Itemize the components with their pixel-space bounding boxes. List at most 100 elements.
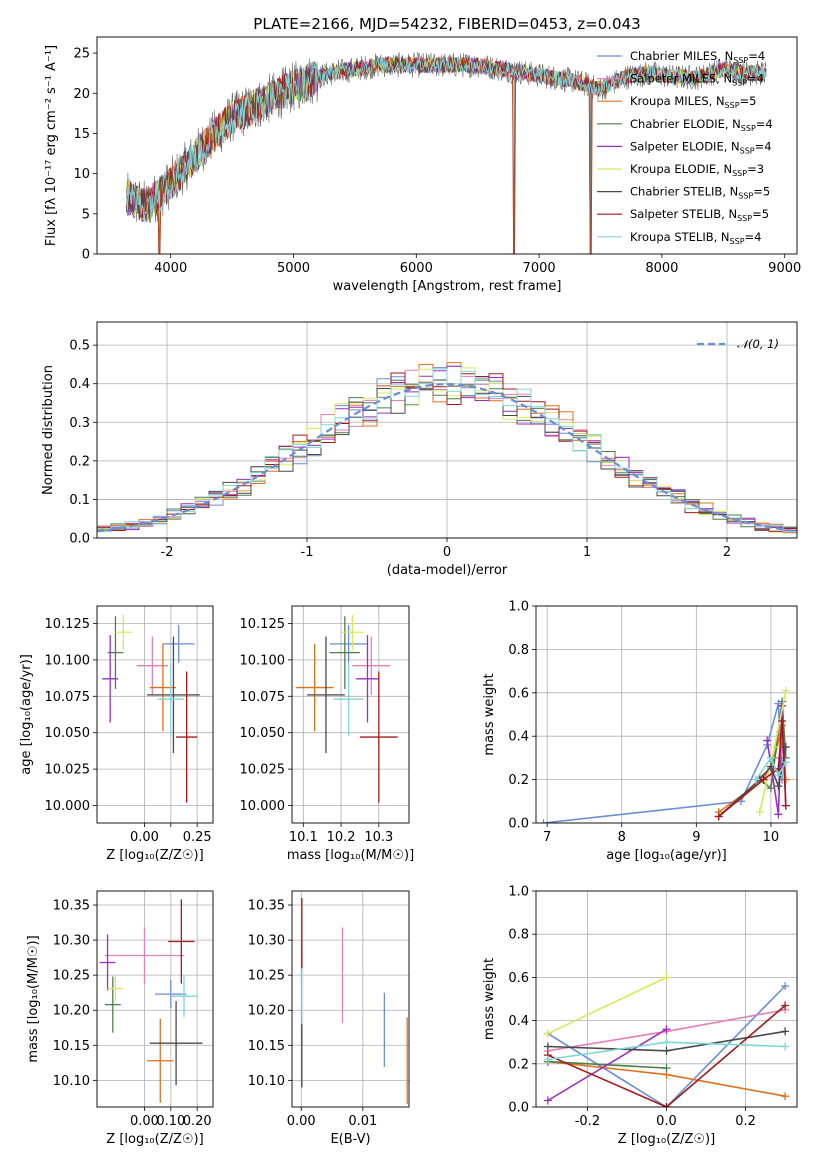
y-tick-label: 5 bbox=[82, 207, 90, 222]
legend-entry: Kroupa ELODIE, NSSP=3 bbox=[630, 162, 764, 178]
weight-line bbox=[547, 1004, 786, 1107]
y-tick-label: 0.6 bbox=[508, 971, 529, 986]
x-tick-label: 8000 bbox=[645, 261, 678, 276]
weight-marker bbox=[662, 1038, 671, 1047]
y-tick-label: 10.20 bbox=[53, 1004, 90, 1019]
spectrum-model-line bbox=[126, 56, 767, 254]
weight-marker bbox=[781, 686, 790, 695]
x-tick-label: 10 bbox=[763, 830, 780, 845]
weight-marker bbox=[751, 775, 760, 784]
weight-marker bbox=[778, 717, 787, 726]
y-tick-label: 10.30 bbox=[248, 934, 285, 949]
x-tick-label: 0.20 bbox=[183, 1114, 212, 1129]
x-axis-label: Z [log₁₀(Z/Z☉)] bbox=[618, 1132, 715, 1147]
y-tick-label: 25 bbox=[73, 47, 90, 62]
x-tick-label: 4000 bbox=[154, 261, 187, 276]
y-tick-label: 10.050 bbox=[240, 726, 286, 741]
y-tick-label: 0.2 bbox=[69, 454, 90, 469]
weight-marker bbox=[543, 1029, 552, 1038]
y-tick-label: 15 bbox=[73, 127, 90, 142]
axes-age-vs-Z: 0.00 0.25 10.000 10.025 10.050 10.075 10.100 10… bbox=[19, 605, 214, 863]
y-axis-label: age [log₁₀(age/yr)] bbox=[19, 654, 34, 775]
y-tick-label: 0.5 bbox=[69, 339, 90, 354]
legend-entry: Salpeter MILES, NSSP=4 bbox=[630, 72, 764, 88]
x-tick-label: 1 bbox=[583, 545, 591, 560]
weight-marker bbox=[755, 808, 764, 817]
y-tick-label: 0.2 bbox=[508, 1057, 529, 1072]
x-tick-label: -1 bbox=[301, 545, 314, 560]
weight-marker bbox=[539, 819, 548, 823]
weight-line bbox=[547, 1028, 667, 1102]
y-tick-label: 10.20 bbox=[248, 1004, 285, 1019]
x-tick-label: 0.00 bbox=[287, 1114, 316, 1129]
weight-marker bbox=[781, 982, 790, 991]
x-tick-label: 10.1 bbox=[289, 830, 318, 845]
y-tick-label: 0.4 bbox=[508, 730, 529, 745]
weight-line bbox=[759, 701, 787, 790]
y-tick-label: 0.8 bbox=[508, 928, 529, 943]
y-tick-label: 10.15 bbox=[53, 1039, 90, 1054]
y-tick-label: 10.10 bbox=[53, 1074, 90, 1089]
x-axis-label: age [log₁₀(age/yr)] bbox=[606, 848, 727, 863]
y-tick-label: 10.15 bbox=[248, 1039, 285, 1054]
axes-frame bbox=[291, 890, 410, 1108]
legend-entry: Kroupa MILES, NSSP=5 bbox=[630, 94, 756, 110]
y-tick-label: 1.0 bbox=[508, 600, 529, 615]
weight-marker bbox=[781, 775, 790, 784]
y-axis-label: mass weight bbox=[482, 673, 497, 755]
figure-title: PLATE=2166, MJD=54232, FIBERID=0453, z=0… bbox=[253, 15, 640, 33]
axes-mass-vs-Z: 0.000.100.20 10.10 10.15 10.20 10.25 10.30 10.… bbox=[26, 890, 214, 1147]
y-axis-label: Normed distribution bbox=[41, 365, 56, 495]
y-tick-label: 0.6 bbox=[508, 686, 529, 701]
normal-curve bbox=[97, 382, 797, 533]
y-tick-label: 10.35 bbox=[53, 899, 90, 914]
y-tick-label: 0.0 bbox=[508, 1101, 529, 1116]
weight-marker bbox=[543, 1096, 552, 1105]
weight-marker bbox=[662, 1103, 671, 1107]
y-tick-label: 10.10 bbox=[248, 1074, 285, 1089]
y-tick-label: 0.2 bbox=[508, 773, 529, 788]
y-tick-label: 10 bbox=[73, 167, 90, 182]
weight-marker bbox=[662, 973, 671, 982]
weight-line bbox=[547, 976, 667, 1035]
y-tick-label: 10.000 bbox=[240, 799, 286, 814]
weight-marker bbox=[781, 1042, 790, 1051]
axes-frame bbox=[96, 890, 214, 1108]
legend-entry: 𝒩(0, 1) bbox=[737, 337, 779, 351]
errorbar-group bbox=[301, 898, 408, 1105]
y-tick-label: 10.35 bbox=[248, 899, 285, 914]
weight-marker bbox=[766, 784, 775, 793]
y-tick-label: 0.1 bbox=[69, 493, 90, 508]
axes-age-vs-mass: 10.1 10.2 10.3 10.000 10.025 10.050 10.075 10.1… bbox=[240, 605, 414, 863]
x-axis-label: wavelength [Angstrom, rest frame] bbox=[333, 279, 562, 294]
axes-mass-weight-vs-Z: -0.2 0.0 0.2 0.0 0.2 0.4 0.6 0.8 1.0 Z [log₁₀(Z/Z… bbox=[482, 885, 798, 1147]
axes-frame bbox=[96, 605, 214, 824]
x-tick-label: 0.00 bbox=[130, 830, 159, 845]
y-tick-label: 10.30 bbox=[53, 934, 90, 949]
x-tick-label: 0.2 bbox=[735, 1114, 756, 1129]
axes-frame bbox=[535, 605, 798, 824]
weight-marker bbox=[781, 758, 790, 767]
legend-entry: Chabrier ELODIE, NSSP=4 bbox=[630, 117, 773, 133]
weight-marker bbox=[781, 1027, 790, 1036]
weight-marker bbox=[763, 736, 772, 745]
x-tick-label: 0 bbox=[443, 545, 451, 560]
x-tick-label: 9000 bbox=[768, 261, 801, 276]
y-tick-label: 0.3 bbox=[69, 416, 90, 431]
y-tick-label: 0.4 bbox=[69, 377, 90, 392]
x-tick-label: 9 bbox=[692, 830, 700, 845]
y-tick-label: 10.000 bbox=[45, 799, 91, 814]
x-tick-label: -2 bbox=[161, 545, 174, 560]
x-tick-label: 2 bbox=[723, 545, 731, 560]
x-tick-label: 7 bbox=[543, 830, 551, 845]
axes-frame bbox=[535, 890, 798, 1108]
legend-entry: Chabrier MILES, NSSP=4 bbox=[630, 49, 765, 65]
weight-marker bbox=[774, 771, 783, 780]
y-tick-label: 10.050 bbox=[45, 726, 91, 741]
histogram-step bbox=[97, 368, 797, 533]
x-tick-label: 0.01 bbox=[348, 1114, 377, 1129]
y-tick-label: 0.4 bbox=[508, 1014, 529, 1029]
axes-spectrum: 4000 5000 6000 7000 8000 9000 0 5 10 15 20 25 wavele… bbox=[44, 36, 801, 294]
weight-marker bbox=[662, 1064, 671, 1073]
